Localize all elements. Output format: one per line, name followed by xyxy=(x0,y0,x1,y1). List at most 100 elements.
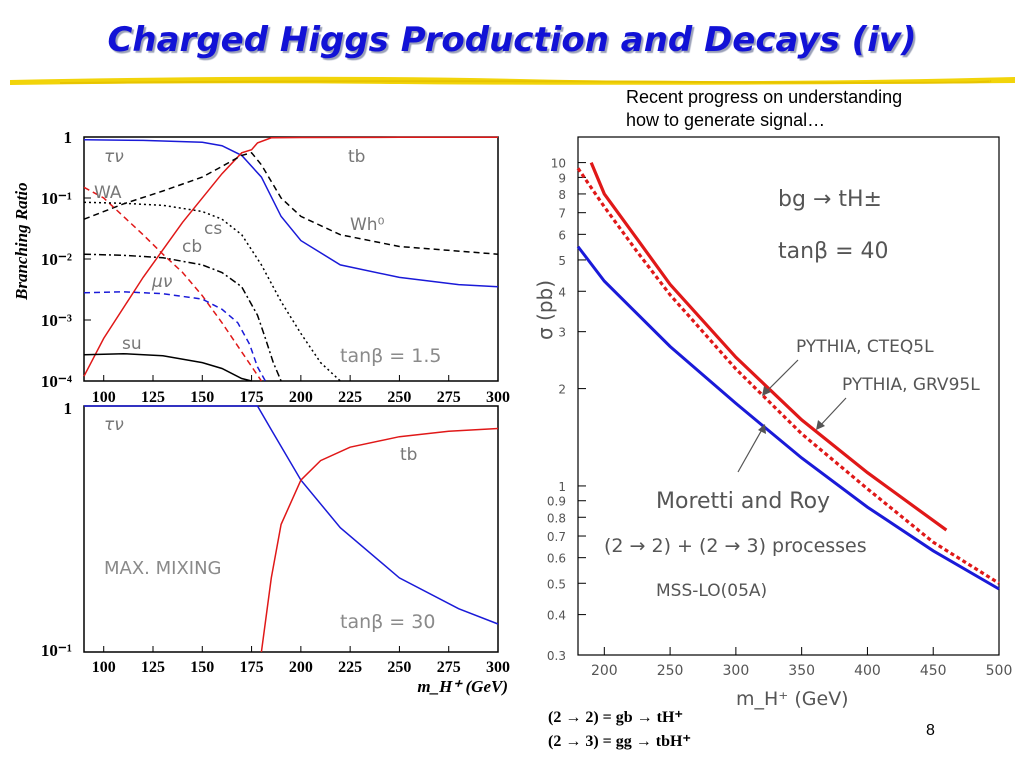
note-line-2: how to generate signal… xyxy=(626,110,826,130)
arrow-moretti-head xyxy=(758,424,766,434)
right-annotation-moretti: Moretti and Roy xyxy=(656,489,830,514)
series-label: tb xyxy=(400,445,417,465)
slide-number: 8 xyxy=(926,722,935,739)
y-tick-label: 0.5 xyxy=(547,577,566,591)
arrow-grv-head xyxy=(816,420,825,430)
x-tick-label: 450 xyxy=(920,663,947,679)
top-left-ticks: 100 125 150 175 200 225 250 275 300 1 10⁻¹ 10⁻² 10⁻³… xyxy=(41,128,510,406)
x-tick-label: 400 xyxy=(854,663,881,679)
y-tick-label: 0.3 xyxy=(547,649,566,663)
x-tick-label: 275 xyxy=(437,389,461,406)
equation-2to2: (2 → 2) = gb → tH⁺ xyxy=(548,709,683,726)
y-tick-label: 1 xyxy=(558,480,566,494)
series-label: Wh⁰ xyxy=(350,215,385,235)
y-tick-label: 4 xyxy=(558,285,566,299)
bottom-left-annotation-mixing: MAX. MIXING xyxy=(104,558,222,579)
x-tick-label: 275 xyxy=(437,659,461,676)
x-tick-label: 250 xyxy=(387,659,411,676)
arrow-cteq xyxy=(763,359,799,395)
series-line-1-0 xyxy=(84,405,499,625)
y-tick-label: 10⁻² xyxy=(41,250,72,269)
series-line-0-6 xyxy=(83,291,267,382)
y-tick-label: 0.6 xyxy=(547,552,566,566)
right-series xyxy=(576,161,1000,591)
right-xlabel: m_H⁺ (GeV) xyxy=(736,688,849,710)
legend-grv: PYTHIA, GRV95L xyxy=(842,375,980,395)
x-tick-label: 200 xyxy=(289,659,313,676)
x-tick-label: 500 xyxy=(986,663,1013,679)
x-tick-label: 300 xyxy=(486,659,510,676)
series-label: τν xyxy=(104,147,124,167)
x-tick-label: 225 xyxy=(338,659,362,676)
arrow-cteq-head xyxy=(762,386,771,396)
legend-cteq: PYTHIA, CTEQ5L xyxy=(796,337,934,357)
right-annotation-processes: (2 → 2) + (2 → 3) processes xyxy=(604,535,867,557)
series-label: cb xyxy=(182,237,202,257)
series-line-0-1 xyxy=(83,136,498,377)
bottom-left-labels: τν tb xyxy=(104,415,417,465)
x-tick-label: 300 xyxy=(723,663,750,679)
series-line-2-2 xyxy=(576,245,1000,591)
series-line-0-3 xyxy=(83,186,263,382)
series-label: WA xyxy=(94,183,122,203)
arrow-grv xyxy=(817,397,847,429)
bottom-left-frame xyxy=(83,405,499,653)
x-tick-label: 150 xyxy=(190,389,214,406)
y-tick-label: 5 xyxy=(558,254,566,268)
top-left-ylabel: Branching Ratio xyxy=(12,182,31,301)
right-annotation-tanb: tanβ = 40 xyxy=(778,239,889,264)
series-line-2-0 xyxy=(589,161,948,532)
series-label: μν xyxy=(151,272,173,292)
y-tick-label: 10⁻¹ xyxy=(41,189,72,208)
bottom-left-ticks: 100 125 150 175 200 225 250 275 300 1 10⁻¹ xyxy=(41,399,510,676)
series-line-1-1 xyxy=(260,427,499,653)
y-tick-label: 9 xyxy=(558,171,566,185)
series-line-0-0 xyxy=(83,139,499,288)
series-line-0-2 xyxy=(83,151,499,255)
y-tick-label: 3 xyxy=(558,326,566,340)
x-tick-label: 175 xyxy=(240,389,264,406)
equation-2to3: (2 → 3) = gg → tbH⁺ xyxy=(548,733,691,750)
x-tick-label: 125 xyxy=(141,659,165,676)
y-tick-label: 10⁻¹ xyxy=(41,641,72,660)
x-tick-label: 350 xyxy=(788,663,815,679)
x-tick-label: 250 xyxy=(387,389,411,406)
right-ylabel: σ (pb) xyxy=(533,280,557,340)
note-line-1: Recent progress on understanding xyxy=(626,87,903,107)
right-ticks: 200 250 300 350 400 450 500 0.3 0.4 0.5 0.6 0.7 0.8 0… xyxy=(547,157,1012,679)
series-label: cs xyxy=(204,219,222,239)
bottom-left-annotation-tanb: tanβ = 30 xyxy=(340,611,435,633)
series-line-0-4 xyxy=(83,201,341,382)
top-left-annotation: tanβ = 1.5 xyxy=(340,345,441,367)
y-tick-label: 0.9 xyxy=(547,495,566,509)
bottom-left-xlabel: m_H⁺ (GeV) xyxy=(417,677,508,696)
y-tick-label: 0.8 xyxy=(547,511,566,525)
equations: (2 → 2) = gb → tH⁺ (2 → 3) = gg → tbH⁺ xyxy=(548,706,691,754)
x-tick-label: 100 xyxy=(92,389,116,406)
chart-right: 200 250 300 350 400 450 500 0.3 0.4 0.5 0.6 0.7 0.8 0… xyxy=(533,136,1012,710)
title-underline xyxy=(10,76,1015,85)
x-tick-label: 175 xyxy=(240,659,264,676)
progress-note: Recent progress on understanding how to … xyxy=(626,86,902,132)
slide-title: Charged Higgs Production and Decays (iv) xyxy=(107,20,917,60)
x-tick-label: 100 xyxy=(92,659,116,676)
y-tick-label: 1 xyxy=(64,399,73,418)
bottom-left-series xyxy=(84,405,499,653)
series-label: tb xyxy=(348,147,365,167)
y-tick-label: 6 xyxy=(558,228,566,242)
x-tick-label: 150 xyxy=(190,659,214,676)
x-tick-label: 225 xyxy=(338,389,362,406)
chart-bottom-left: 100 125 150 175 200 225 250 275 300 1 10⁻¹ τν tb MA… xyxy=(41,399,510,696)
chart-top-left: 100 125 150 175 200 225 250 275 300 1 10⁻¹ 10⁻² 10⁻³… xyxy=(12,128,510,406)
y-tick-label: 10⁻³ xyxy=(41,311,72,330)
x-tick-label: 300 xyxy=(486,389,510,406)
x-tick-label: 200 xyxy=(289,389,313,406)
series-label: su xyxy=(122,334,142,354)
right-annotation-mss: MSS-LO(05A) xyxy=(656,581,767,601)
y-tick-label: 1 xyxy=(64,128,73,147)
series-line-0-5 xyxy=(83,253,282,382)
y-tick-label: 10 xyxy=(551,157,566,171)
top-left-series xyxy=(83,136,499,382)
x-tick-label: 250 xyxy=(657,663,684,679)
